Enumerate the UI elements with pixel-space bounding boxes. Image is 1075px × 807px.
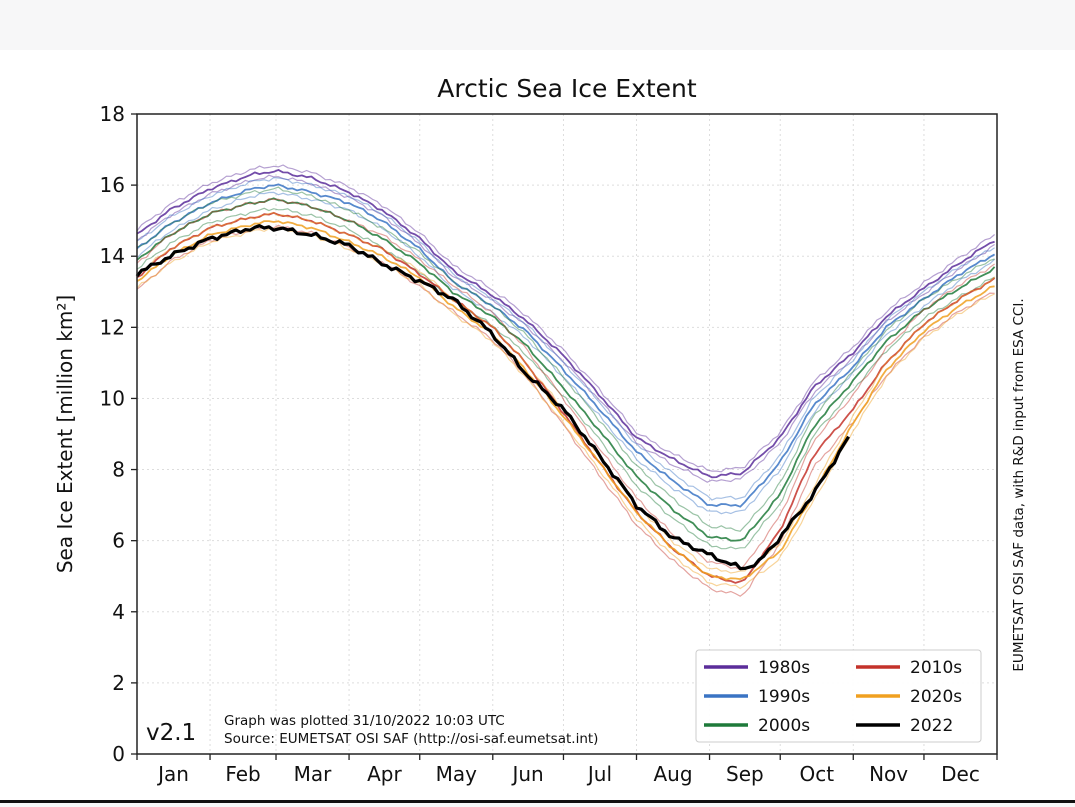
series-line-2010s-spread: [136, 224, 995, 597]
series-line-1990s-spread: [136, 176, 995, 501]
source-note: Source: EUMETSAT OSI SAF (http://osi-saf…: [224, 731, 598, 747]
y-tick-label: 18: [100, 102, 125, 126]
x-tick-label: Mar: [294, 762, 333, 786]
x-tick-label: Jun: [510, 762, 543, 786]
side-credit-note: EUMETSAT OSI SAF data, with R&D input fr…: [1011, 298, 1027, 671]
chart-canvas: 0 2 4 6 8 10 12 14 16 18 Jan Feb Mar Apr May Jun Jul Aug…: [53, 74, 1027, 786]
y-tick-label: 8: [112, 458, 125, 482]
series-line-1980s: [136, 169, 995, 479]
grid-lines: [136, 113, 998, 755]
legend-label-1990s: 1990s: [758, 687, 810, 707]
x-tick-label: Sep: [726, 762, 764, 786]
plotted-note: Graph was plotted 31/10/2022 10:03 UTC: [224, 713, 505, 729]
top-band: [0, 0, 1075, 50]
plot-frame: [136, 113, 998, 755]
series-line-1990s-spread: [136, 191, 996, 515]
x-tick-label: Dec: [941, 762, 980, 786]
series-line-2020s-spread: [136, 226, 995, 590]
legend-label-2000s: 2000s: [758, 716, 810, 736]
series-layer: [135, 164, 996, 597]
y-tick-label: 4: [112, 600, 125, 624]
y-axis-label: Sea Ice Extent [million km²]: [53, 295, 77, 573]
series-line-2000s: [136, 197, 996, 542]
x-tick-label: Feb: [225, 762, 260, 786]
legend-label-1980s: 1980s: [758, 658, 810, 678]
series-line-2000s-spread: [136, 186, 995, 532]
series-line-2000s-spread: [136, 207, 995, 550]
chart-title: Arctic Sea Ice Extent: [437, 74, 697, 103]
legend-label-2020s: 2020s: [910, 687, 962, 707]
series-line-1990s: [136, 183, 996, 508]
x-tick-label: Apr: [367, 762, 402, 786]
y-tick-label: 10: [100, 386, 125, 410]
x-tick-label: Jul: [586, 762, 612, 786]
x-tick-label: Nov: [869, 762, 908, 786]
y-tick-label: 0: [112, 742, 125, 766]
y-tick-label: 6: [112, 529, 125, 553]
y-tick-label: 12: [100, 315, 125, 339]
version-label: v2.1: [146, 720, 196, 746]
x-tick-label: May: [436, 762, 478, 786]
legend-label-2022: 2022: [910, 716, 953, 736]
y-tick-label: 16: [100, 173, 125, 197]
y-tick-label: 2: [112, 671, 125, 695]
x-tick-label: Aug: [653, 762, 692, 786]
y-tick-label: 14: [100, 244, 125, 268]
series-line-2010s: [136, 211, 996, 584]
series-line-2022: [135, 224, 850, 571]
bottom-rule: [0, 800, 1075, 803]
series-line-2010s-spread: [136, 197, 995, 571]
x-axis-ticks: Jan Feb Mar Apr May Jun Jul Aug Sep Oct Nov Dec: [136, 754, 998, 786]
chart-figure: 0 2 4 6 8 10 12 14 16 18 Jan Feb Mar Apr May Jun Jul Aug…: [0, 50, 1075, 800]
x-tick-label: Oct: [799, 762, 834, 786]
legend: 1980s 1990s 2000s 2010s 2020s 2022: [695, 649, 982, 743]
series-line-2020s: [136, 220, 995, 581]
x-tick-label: Jan: [156, 762, 189, 786]
y-axis-ticks: 0 2 4 6 8 10 12 14 16 18: [100, 102, 137, 766]
series-line-1980s-spread: [136, 164, 995, 473]
series-line-1980s-spread: [136, 174, 995, 483]
legend-label-2010s: 2010s: [910, 658, 962, 678]
legend-box: [695, 649, 982, 743]
